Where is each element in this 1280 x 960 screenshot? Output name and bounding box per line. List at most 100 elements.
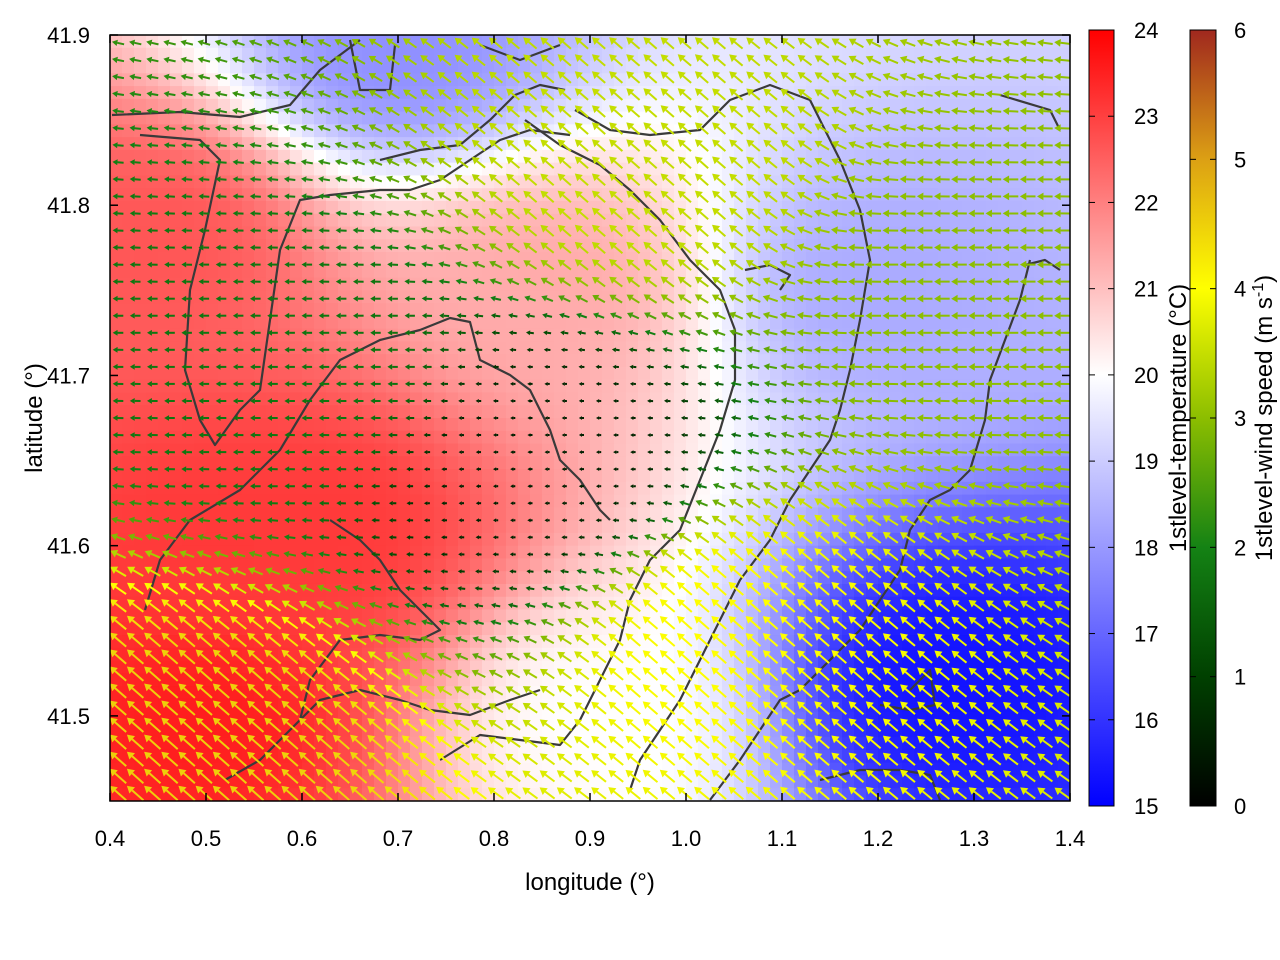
- temperature-cell: [230, 264, 243, 279]
- temperature-cell: [290, 430, 303, 445]
- temperature-cell: [398, 545, 411, 560]
- temperature-cell: [230, 303, 243, 317]
- temperature-cell: [194, 622, 207, 636]
- temperature-cell: [590, 418, 603, 432]
- temperature-cell: [386, 354, 399, 368]
- temperature-cell: [770, 405, 783, 419]
- temperature-cell: [386, 264, 399, 279]
- temperature-cell: [794, 264, 807, 279]
- temperature-cell: [266, 188, 279, 202]
- temperature-cell: [914, 60, 927, 74]
- temperature-cell: [290, 73, 303, 87]
- temperature-cell: [470, 60, 483, 74]
- temperature-cell: [482, 213, 495, 228]
- temperature-cell: [362, 558, 375, 572]
- temperature-cell: [374, 98, 387, 113]
- temperature-cell: [638, 418, 651, 432]
- temperature-cell: [986, 60, 999, 74]
- temperature-cell: [194, 469, 207, 483]
- temperature-cell: [302, 532, 315, 547]
- temperature-cell: [350, 481, 363, 496]
- temperature-cell: [242, 239, 255, 253]
- temperature-cell: [494, 328, 507, 342]
- temperature-cell: [962, 571, 975, 585]
- temperature-cell: [974, 354, 987, 368]
- temperature-cell: [206, 532, 219, 547]
- temperature-cell: [890, 354, 903, 368]
- temperature-cell: [122, 418, 135, 432]
- temperature-cell: [266, 430, 279, 445]
- temperature-cell: [218, 162, 231, 177]
- temperature-cell: [650, 188, 663, 202]
- temperature-cell: [134, 328, 147, 342]
- temperature-cell: [290, 507, 303, 521]
- temperature-cell: [290, 520, 303, 534]
- temperature-cell: [122, 366, 135, 381]
- temperature-cell: [866, 724, 879, 738]
- temperature-cell: [290, 481, 303, 496]
- temperature-cell: [494, 609, 507, 623]
- temperature-cell: [770, 226, 783, 240]
- temperature-cell: [1034, 673, 1047, 687]
- temperature-cell: [314, 366, 327, 381]
- temperature-cell: [482, 456, 495, 470]
- temperature-cell: [1010, 430, 1023, 445]
- temperature-cell: [458, 583, 471, 598]
- temperature-cell: [254, 737, 267, 751]
- temperature-cell: [386, 481, 399, 496]
- temperature-cell: [458, 545, 471, 560]
- temperature-cell: [110, 405, 123, 419]
- temperature-cell: [890, 252, 903, 266]
- temperature-cell: [914, 571, 927, 585]
- temperature-cell: [182, 494, 195, 508]
- temperature-cell: [1034, 226, 1047, 240]
- temperature-cell: [398, 724, 411, 738]
- temperature-cell: [554, 494, 567, 508]
- temperature-cell: [230, 520, 243, 534]
- temperature-cell: [974, 673, 987, 687]
- temperature-cell: [218, 239, 231, 253]
- temperature-cell: [1034, 162, 1047, 177]
- temperature-cell: [314, 622, 327, 636]
- temperature-cell: [242, 226, 255, 240]
- temperature-cell: [782, 111, 795, 125]
- temperature-cell: [434, 494, 447, 508]
- temperature-cell: [566, 481, 579, 496]
- temperature-cell: [614, 545, 627, 560]
- temperature-cell: [566, 315, 579, 330]
- temperature-cell: [1046, 341, 1059, 355]
- temperature-cell: [506, 418, 519, 432]
- temperature-cell: [614, 532, 627, 547]
- temperature-cell: [386, 200, 399, 215]
- temperature-cell: [218, 98, 231, 113]
- temperature-cell: [506, 520, 519, 534]
- temperature-cell: [242, 328, 255, 342]
- temperature-cell: [170, 660, 183, 674]
- temperature-cell: [794, 775, 807, 789]
- temperature-cell: [518, 520, 531, 534]
- temperature-cell: [398, 303, 411, 317]
- temperature-cell: [1010, 443, 1023, 457]
- temperature-cell: [470, 622, 483, 636]
- temperature-cell: [422, 507, 435, 521]
- temperature-cell: [386, 520, 399, 534]
- temperature-cell: [206, 303, 219, 317]
- temperature-cell: [926, 366, 939, 381]
- temperature-cell: [422, 379, 435, 394]
- temperature-cell: [842, 775, 855, 789]
- temperature-cell: [206, 162, 219, 177]
- temperature-cell: [986, 315, 999, 330]
- temperature-cell: [866, 277, 879, 291]
- temperature-cell: [482, 328, 495, 342]
- temperature-cell: [890, 405, 903, 419]
- temperature-cell: [422, 213, 435, 228]
- temperature-cell: [290, 469, 303, 483]
- temperature-cell: [518, 622, 531, 636]
- temperature-cell: [458, 379, 471, 394]
- temperature-cell: [134, 392, 147, 406]
- temperature-cell: [1046, 418, 1059, 432]
- temperature-cell: [146, 188, 159, 202]
- temperature-cell: [398, 86, 411, 100]
- temperature-cell: [194, 188, 207, 202]
- temperature-cell: [290, 226, 303, 240]
